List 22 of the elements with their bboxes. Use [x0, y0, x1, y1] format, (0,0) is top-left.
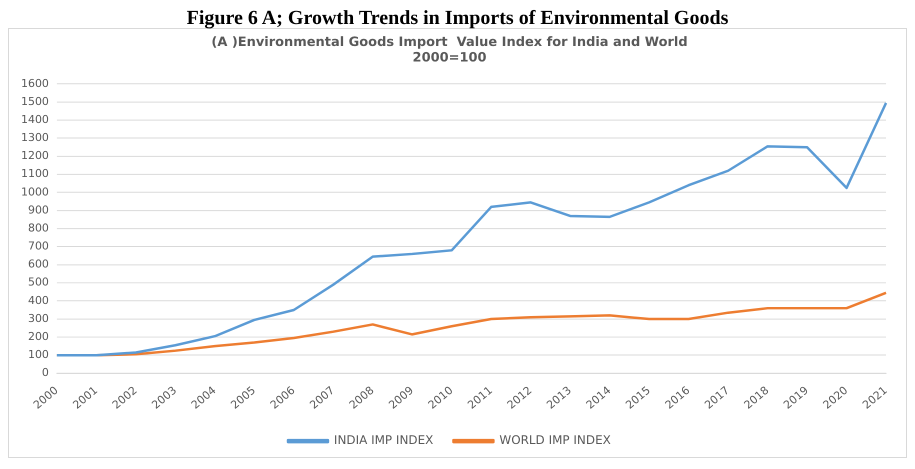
y-tick-label: 500 — [28, 276, 49, 289]
y-tick-label: 800 — [28, 221, 49, 234]
y-tick-label: 200 — [28, 330, 49, 343]
y-tick-label: 1400 — [20, 112, 49, 126]
legend-label: WORLD IMP INDEX — [499, 433, 611, 448]
y-tick-label: 300 — [28, 312, 49, 325]
y-tick-label: 0 — [42, 366, 49, 380]
y-tick-label: 900 — [28, 203, 49, 216]
y-tick-label: 400 — [28, 294, 49, 307]
y-tick-label: 1100 — [20, 167, 49, 180]
y-tick-label: 700 — [28, 240, 49, 253]
y-tick-label: 1000 — [20, 185, 49, 198]
y-tick-label: 100 — [28, 348, 49, 362]
legend-label: INDIA IMP INDEX — [334, 433, 434, 448]
y-tick-label: 1600 — [20, 76, 49, 90]
y-tick-label: 1200 — [20, 149, 49, 162]
y-tick-label: 1300 — [20, 131, 49, 144]
caption: Figure 6 A; Growth Trends in Imports of Environmental Goods — [186, 7, 730, 29]
y-tick-label: 1500 — [20, 94, 49, 108]
chart-subtitle: 2000=100 — [412, 50, 486, 66]
chart-title: (A )Environmental Goods Import Value Index for India and World — [211, 35, 688, 50]
y-tick-label: 600 — [28, 258, 49, 271]
